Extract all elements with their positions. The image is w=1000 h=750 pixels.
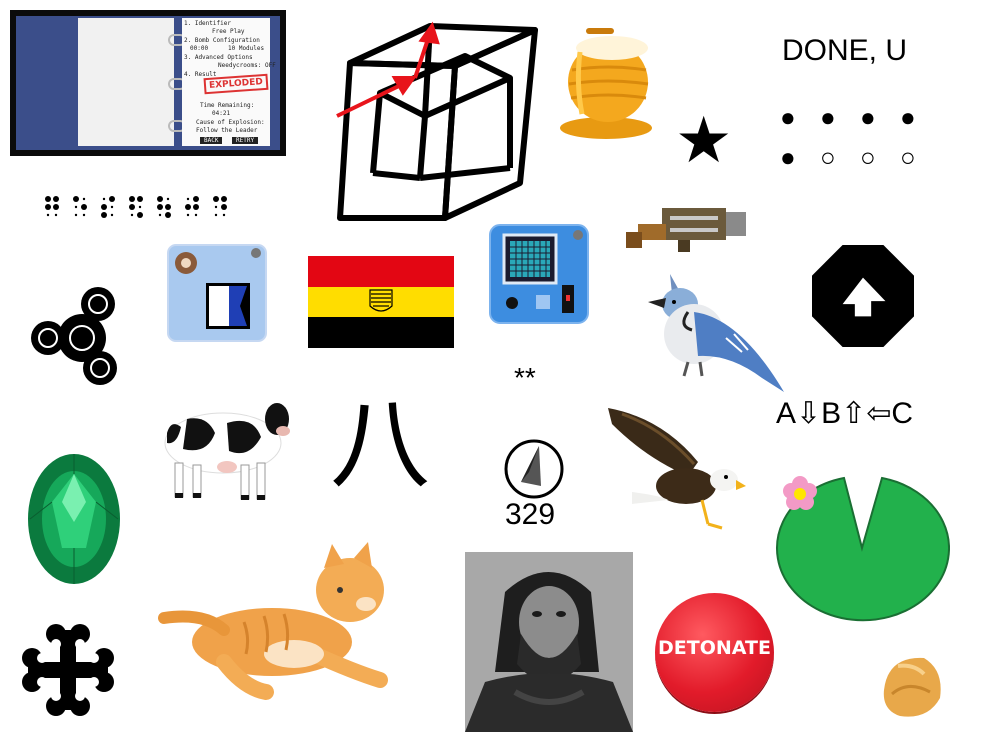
- binder-line: Free Play: [212, 28, 245, 35]
- binder-line: 3. Advanced Options: [184, 54, 253, 61]
- dot-empty-icon: ○: [900, 142, 916, 172]
- detonate-label: DETONATE: [658, 637, 771, 659]
- orange-cat-image: [158, 542, 388, 700]
- blue-jay-image: [648, 274, 784, 392]
- dot-filled-icon: ●: [820, 102, 836, 132]
- pixel-minigun-image: [626, 208, 746, 252]
- detonate-button[interactable]: DETONATE: [655, 593, 774, 712]
- fortune-cookie-image: [883, 657, 941, 717]
- bearded-man-portrait: [465, 552, 633, 732]
- asterisks-text: **: [514, 362, 536, 393]
- dot-filled-icon: ●: [860, 102, 876, 132]
- binder-line: Time Remaining:: [200, 102, 255, 109]
- binder-line: 2. Bomb Configuration: [184, 37, 260, 44]
- dot-empty-icon: ○: [860, 142, 876, 172]
- dot-filled-icon: ●: [780, 142, 796, 172]
- cross-moline-icon: [22, 624, 114, 716]
- lily-pad-image: [776, 476, 950, 622]
- binder-line: 1. Identifier: [184, 20, 231, 27]
- honey-pot-image: [560, 28, 652, 139]
- device-module-icon: [489, 224, 589, 324]
- octagon-arrow-icon: [812, 245, 914, 347]
- binder-line: 04:21: [212, 110, 231, 117]
- compass-icon: [504, 439, 564, 499]
- binder-line: 4. Result: [184, 71, 217, 78]
- binder-line: 10 Modules: [228, 45, 265, 52]
- dot-filled-icon: ●: [900, 102, 916, 132]
- fidget-spinner-icon: [31, 287, 117, 385]
- exploded-stamp: EXPLODED: [203, 73, 269, 95]
- kanji-character: 八: [330, 386, 430, 503]
- done-text: DONE, U: [782, 34, 908, 67]
- cow-image: [164, 403, 290, 500]
- arrow-letters-text: A⇩B⇧⇦C: [776, 397, 914, 430]
- binder-line: 00:00: [190, 45, 209, 52]
- emerald-gem-image: [28, 454, 120, 584]
- tricolor-flag-image: [308, 256, 454, 348]
- binder-line: Follow the Leader: [196, 127, 258, 134]
- dot-empty-icon: ○: [820, 142, 836, 172]
- bomb-binder-image: 1. Identifier Free Play 2. Bomb Configur…: [10, 10, 286, 156]
- dot-filled-icon: ●: [780, 102, 796, 132]
- eagle-image: [608, 408, 746, 530]
- binder-back-button: BACK: [200, 137, 223, 144]
- tesseract-drawing: [336, 21, 538, 221]
- binder-line: Cause of Explosion:: [196, 119, 265, 126]
- binder-retry-button: RETRY: [232, 137, 259, 144]
- compass-number: 329: [505, 498, 556, 531]
- star-icon: ★: [675, 104, 733, 176]
- braille-pattern: [45, 196, 227, 218]
- binder-line: Needycrooms: OFF: [218, 62, 276, 69]
- flag-module-icon: [167, 244, 267, 342]
